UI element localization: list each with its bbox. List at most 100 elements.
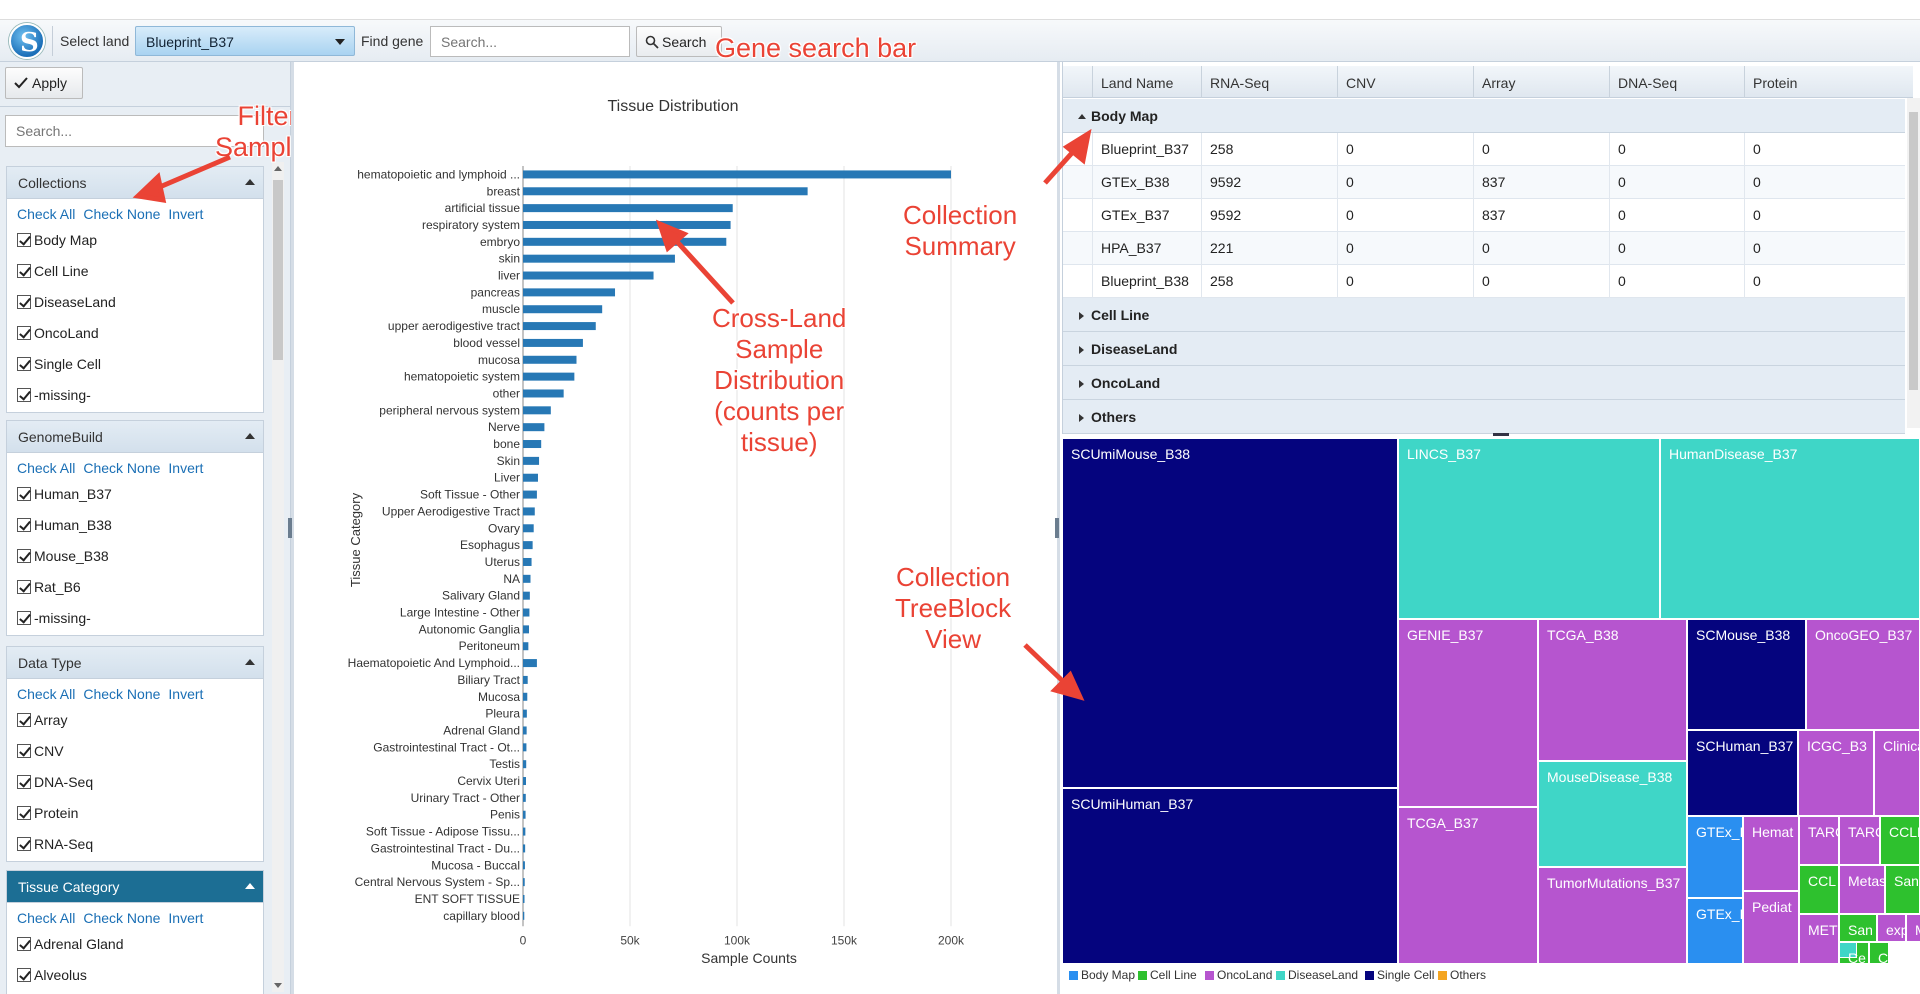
right-splitter-handle[interactable] <box>1055 518 1059 538</box>
treemap-tile[interactable]: TCGA_B38 <box>1538 619 1687 761</box>
grid-row[interactable]: GTEx_B37 9592 0 837 0 0 <box>1063 199 1905 232</box>
checkbox-checked-icon[interactable] <box>17 837 31 851</box>
checkbox-checked-icon[interactable] <box>17 937 31 951</box>
grid-row[interactable]: GTEx_B38 9592 0 837 0 0 <box>1063 166 1905 199</box>
grid-column-header[interactable]: Land Name <box>1092 66 1201 98</box>
collapse-icon[interactable] <box>245 659 255 665</box>
treemap-tile[interactable]: TCGA_B37 <box>1398 807 1538 964</box>
check-none-link[interactable]: Check None <box>83 460 161 476</box>
grid-resize-handle[interactable] <box>1493 433 1509 436</box>
legend-item[interactable]: Body Map <box>1069 968 1135 982</box>
filter-search-input[interactable] <box>6 116 263 146</box>
legend-item[interactable]: DiseaseLand <box>1276 968 1358 982</box>
filter-checkbox-item[interactable]: Mouse_B38 <box>7 542 263 573</box>
collapse-icon[interactable] <box>245 433 255 439</box>
checkbox-checked-icon[interactable] <box>17 611 31 625</box>
filter-group-header[interactable]: Collections <box>7 167 263 199</box>
grid-group-row[interactable]: Cell Line <box>1063 298 1905 332</box>
filter-checkbox-item[interactable]: Human_B38 <box>7 511 263 542</box>
filter-checkbox-item[interactable]: Body Map <box>7 226 263 257</box>
legend-item[interactable]: Others <box>1438 968 1486 982</box>
treemap-tile[interactable]: MouseDisease_B38 <box>1538 761 1687 867</box>
invert-link[interactable]: Invert <box>168 206 204 222</box>
treemap-tile[interactable]: M <box>1906 914 1920 942</box>
checkbox-checked-icon[interactable] <box>17 806 31 820</box>
check-all-link[interactable]: Check All <box>17 686 76 702</box>
treemap-tile[interactable]: MET <box>1799 914 1839 964</box>
filter-checkbox-item[interactable]: Single Cell <box>7 350 263 381</box>
grid-column-header[interactable]: CNV <box>1337 66 1473 98</box>
checkbox-checked-icon[interactable] <box>17 233 31 247</box>
grid-column-header[interactable]: Array <box>1473 66 1609 98</box>
invert-link[interactable]: Invert <box>168 460 204 476</box>
treemap-tile[interactable]: SCMouse_B38 <box>1687 619 1806 730</box>
treemap-tile[interactable]: LINCS_B37 <box>1398 438 1660 619</box>
checkbox-checked-icon[interactable] <box>17 549 31 563</box>
grid-group-row[interactable]: OncoLand <box>1063 366 1905 400</box>
apply-button[interactable]: Apply <box>5 67 83 99</box>
caret-right-icon[interactable] <box>1079 346 1084 354</box>
scroll-thumb[interactable] <box>273 180 283 360</box>
check-all-link[interactable]: Check All <box>17 460 76 476</box>
treemap-tile[interactable]: Pediat <box>1743 891 1799 964</box>
grid-row[interactable]: HPA_B37 221 0 0 0 0 <box>1063 232 1905 265</box>
checkbox-checked-icon[interactable] <box>17 487 31 501</box>
checkbox-checked-icon[interactable] <box>17 518 31 532</box>
treemap-tile[interactable]: HumanDisease_B37 <box>1660 438 1920 619</box>
checkbox-checked-icon[interactable] <box>17 580 31 594</box>
checkbox-checked-icon[interactable] <box>17 713 31 727</box>
filter-checkbox-item[interactable]: Human_B37 <box>7 480 263 511</box>
filter-checkbox-item[interactable]: RNA-Seq <box>7 830 263 861</box>
collapse-icon[interactable] <box>245 179 255 185</box>
treemap-tile[interactable]: Metast <box>1839 865 1885 914</box>
checkbox-checked-icon[interactable] <box>17 968 31 982</box>
land-select[interactable]: Blueprint_B37 <box>135 26 355 56</box>
caret-down-icon[interactable] <box>1078 114 1086 119</box>
legend-item[interactable]: OncoLand <box>1205 968 1272 982</box>
treemap-tile[interactable]: exp <box>1877 914 1906 942</box>
filter-checkbox-item[interactable]: Rat_B6 <box>7 573 263 604</box>
grid-row[interactable]: Blueprint_B37 258 0 0 0 0 <box>1063 133 1905 166</box>
caret-right-icon[interactable] <box>1079 380 1084 388</box>
check-all-link[interactable]: Check All <box>17 206 76 222</box>
treemap-tile[interactable]: C <box>1869 942 1889 964</box>
treemap-tile[interactable]: GENIE_B37 <box>1398 619 1538 807</box>
gene-search-input[interactable] <box>430 26 630 57</box>
invert-link[interactable]: Invert <box>168 686 204 702</box>
caret-right-icon[interactable] <box>1079 414 1084 422</box>
filter-checkbox-item[interactable]: -missing- <box>7 604 263 635</box>
filter-group-header[interactable]: Tissue Category <box>7 871 263 903</box>
treemap-tile[interactable]: GTEx_E <box>1687 898 1743 964</box>
treemap-tile[interactable]: Clinica <box>1874 730 1920 816</box>
checkbox-checked-icon[interactable] <box>17 357 31 371</box>
checkbox-checked-icon[interactable] <box>17 744 31 758</box>
filter-group-header[interactable]: Data Type <box>7 647 263 679</box>
treemap-tile[interactable]: CCLE <box>1880 816 1920 865</box>
grid-scroll-thumb[interactable] <box>1909 112 1918 390</box>
treemap-tile[interactable]: CCL <box>1799 865 1839 914</box>
check-all-link[interactable]: Check All <box>17 910 76 926</box>
grid-group-row[interactable]: Body Map <box>1063 99 1905 133</box>
left-splitter[interactable] <box>291 62 294 994</box>
check-none-link[interactable]: Check None <box>83 686 161 702</box>
legend-item[interactable]: Single Cell <box>1365 968 1434 982</box>
grid-column-header[interactable]: Protein <box>1744 66 1880 98</box>
grid-row[interactable]: Blueprint_B38 258 0 0 0 0 <box>1063 265 1905 298</box>
filter-checkbox-item[interactable]: -missing- <box>7 381 263 412</box>
treemap-tile[interactable]: GTEx_E <box>1687 816 1743 898</box>
treemap-tile[interactable]: SCUmiMouse_B38 <box>1062 438 1398 788</box>
treemap-tile[interactable]: Hemat <box>1743 816 1799 891</box>
legend-item[interactable]: Cell Line <box>1138 968 1197 982</box>
treemap-tile[interactable]: Sang <box>1885 865 1920 914</box>
checkbox-checked-icon[interactable] <box>17 264 31 278</box>
filter-checkbox-item[interactable]: CNV <box>7 737 263 768</box>
filter-checkbox-item[interactable]: Alveolus <box>7 961 263 992</box>
check-none-link[interactable]: Check None <box>83 910 161 926</box>
checkbox-checked-icon[interactable] <box>17 326 31 340</box>
treemap-tile[interactable]: TumorMutations_B37 <box>1538 867 1687 964</box>
invert-link[interactable]: Invert <box>168 910 204 926</box>
treemap-tile[interactable]: SCUmiHuman_B37 <box>1062 788 1398 964</box>
grid-group-row[interactable]: DiseaseLand <box>1063 332 1905 366</box>
checkbox-checked-icon[interactable] <box>17 775 31 789</box>
